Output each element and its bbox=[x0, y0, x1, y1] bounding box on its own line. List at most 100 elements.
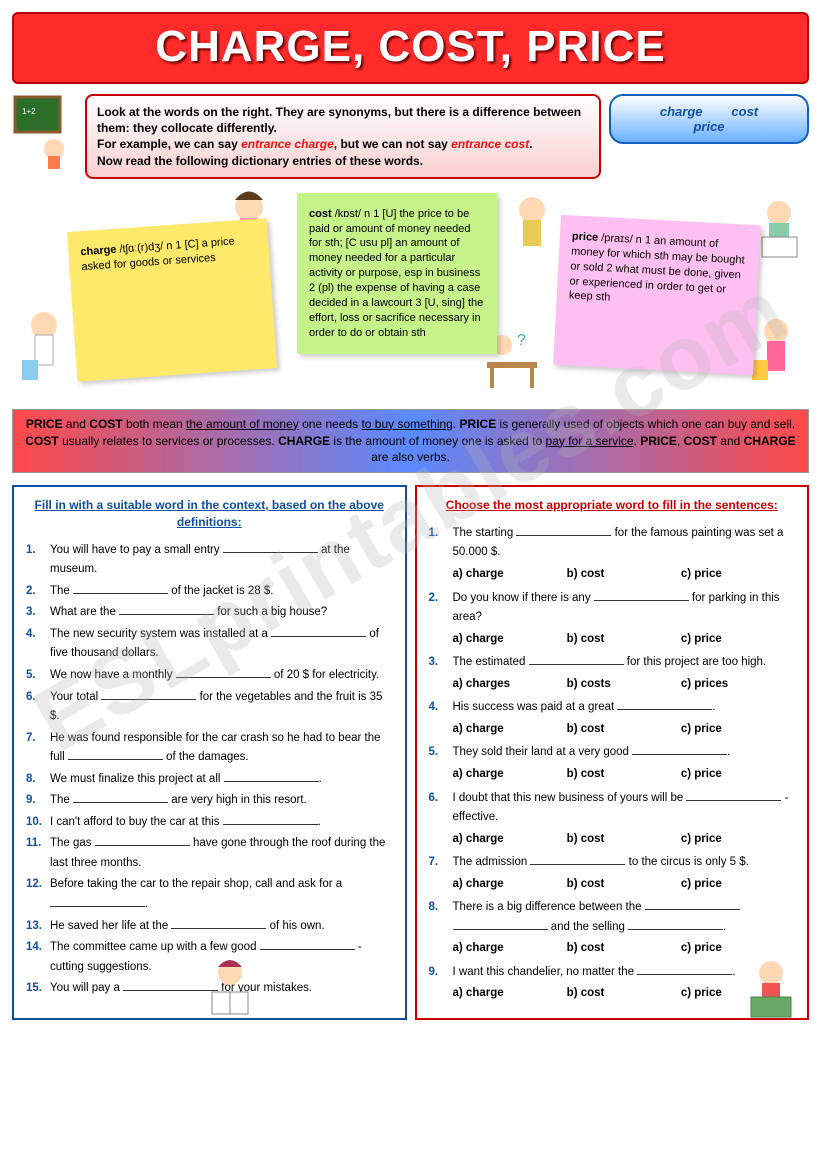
q-num: 13. bbox=[26, 917, 50, 937]
q-num: 3. bbox=[429, 653, 453, 673]
word-pill: charge cost price bbox=[609, 94, 809, 144]
intro-line3: Now read the following dictionary entrie… bbox=[97, 154, 423, 168]
intro-ex2: entrance cost bbox=[451, 137, 529, 151]
exercise-2: Choose the most appropriate word to fill… bbox=[415, 485, 810, 1020]
q-num: 2. bbox=[429, 589, 453, 628]
opt-a: a) charge bbox=[453, 939, 567, 959]
q-text: Your total for the vegetables and the fr… bbox=[50, 688, 393, 727]
ex1-item: 11.The gas have gone through the roof du… bbox=[26, 834, 393, 873]
summary-box: PRICE and COST both mean the amount of m… bbox=[12, 409, 809, 473]
ex1-item: 13.He saved her life at the of his own. bbox=[26, 917, 393, 937]
q-text: He was found responsible for the car cra… bbox=[50, 729, 393, 768]
ex1-item: 10.I can't afford to buy the car at this… bbox=[26, 813, 393, 833]
q-text: They sold their land at a very good . bbox=[453, 743, 796, 763]
q-text: His success was paid at a great . bbox=[453, 698, 796, 718]
sticky-price: price /praɪs/ n 1 an amount of money for… bbox=[553, 215, 761, 375]
sum-t7: COST bbox=[684, 434, 717, 448]
q-num: 5. bbox=[429, 743, 453, 763]
ex2-heading: Choose the most appropriate word to fill… bbox=[429, 497, 796, 514]
ex2-item: 2.Do you know if there is any for parkin… bbox=[429, 589, 796, 628]
opt-a: a) charges bbox=[453, 675, 567, 695]
opt-b: b) cost bbox=[567, 984, 681, 1004]
intro-line2a: For example, we can say bbox=[97, 137, 241, 151]
q-num: 4. bbox=[26, 625, 50, 664]
q-num: 1. bbox=[26, 541, 50, 580]
q-text: We now have a monthly of 20 $ for electr… bbox=[50, 666, 393, 686]
q-num: 4. bbox=[429, 698, 453, 718]
s2-phon: /kɒst/ n 1 bbox=[335, 208, 380, 220]
intro-line1: Look at the words on the right. They are… bbox=[97, 105, 581, 135]
q-text: The new security system was installed at… bbox=[50, 625, 393, 664]
q-text: We must finalize this project at all . bbox=[50, 770, 393, 790]
q-num: 3. bbox=[26, 603, 50, 623]
q-num: 11. bbox=[26, 834, 50, 873]
opt-a: a) charge bbox=[453, 765, 567, 785]
q-text: The estimated for this project are too h… bbox=[453, 653, 796, 673]
ex1-item: 12.Before taking the car to the repair s… bbox=[26, 875, 393, 914]
ex2-options: a) chargeb) costc) price bbox=[453, 939, 796, 959]
pill-w1: charge bbox=[660, 104, 703, 119]
s3-head: price bbox=[572, 230, 599, 243]
svg-text:?: ? bbox=[517, 332, 526, 349]
exercise-1: Fill in with a suitable word in the cont… bbox=[12, 485, 407, 1020]
opt-b: b) cost bbox=[567, 875, 681, 895]
svg-text:1+2: 1+2 bbox=[22, 107, 36, 116]
sum-t3: PRICE bbox=[460, 417, 497, 431]
opt-b: b) cost bbox=[567, 630, 681, 650]
sum-t6: PRICE bbox=[640, 434, 677, 448]
opt-a: a) charge bbox=[453, 630, 567, 650]
q-num: 9. bbox=[26, 791, 50, 811]
ex2-item: 1.The starting for the famous painting w… bbox=[429, 524, 796, 563]
ex2-item: 4.His success was paid at a great . bbox=[429, 698, 796, 718]
s2-body: [U] the price to be paid or amount of mo… bbox=[309, 208, 483, 339]
q-num: 5. bbox=[26, 666, 50, 686]
ex1-item: 1.You will have to pay a small entry at … bbox=[26, 541, 393, 580]
q-num: 2. bbox=[26, 582, 50, 602]
q-text: I can't afford to buy the car at this . bbox=[50, 813, 393, 833]
q-num: 6. bbox=[26, 688, 50, 727]
ex1-item: 6.Your total for the vegetables and the … bbox=[26, 688, 393, 727]
sum-t1: PRICE bbox=[26, 417, 63, 431]
q-text: The gas have gone through the roof durin… bbox=[50, 834, 393, 873]
q-text: I doubt that this new business of yours … bbox=[453, 789, 796, 828]
s3-phon: /praɪs/ n 1 bbox=[601, 232, 651, 247]
opt-b: b) cost bbox=[567, 830, 681, 850]
sum-u2: to buy something bbox=[361, 417, 452, 431]
kid-reader1-icon bbox=[200, 957, 260, 1022]
q-text: The are very high in this resort. bbox=[50, 791, 393, 811]
ex2-item: 7.The admission to the circus is only 5 … bbox=[429, 853, 796, 873]
opt-b: b) cost bbox=[567, 939, 681, 959]
intro-line2b: , but we can not say bbox=[334, 137, 451, 151]
opt-a: a) charge bbox=[453, 720, 567, 740]
page-title: CHARGE, COST, PRICE bbox=[12, 12, 809, 84]
ex2-options: a) chargesb) costsc) prices bbox=[453, 675, 796, 695]
ex2-item: 5.They sold their land at a very good . bbox=[429, 743, 796, 763]
sum-u1: the amount of money bbox=[186, 417, 299, 431]
q-num: 8. bbox=[26, 770, 50, 790]
ex2-item: 6.I doubt that this new business of your… bbox=[429, 789, 796, 828]
exercises-row: Fill in with a suitable word in the cont… bbox=[12, 485, 809, 1020]
kid-chalkboard-icon: 1+2 bbox=[12, 94, 77, 169]
sticky-charge: charge /tʃɑː(r)dʒ/ n 1 [C] a price asked… bbox=[67, 218, 277, 382]
q-num: 14. bbox=[26, 938, 50, 977]
pill-w2: cost bbox=[731, 104, 758, 119]
opt-a: a) charge bbox=[453, 830, 567, 850]
ex1-item: 5.We now have a monthly of 20 $ for elec… bbox=[26, 666, 393, 686]
ex2-options: a) chargeb) costc) price bbox=[453, 630, 796, 650]
sticky-notes-row: ? charge /tʃɑː(r)dʒ/ n 1 [C] a price ask… bbox=[12, 185, 809, 405]
ex2-item: 8.There is a big difference between the … bbox=[429, 898, 796, 937]
ex1-heading: Fill in with a suitable word in the cont… bbox=[26, 497, 393, 531]
ex1-item: 2.The of the jacket is 28 $. bbox=[26, 582, 393, 602]
opt-a: a) charge bbox=[453, 565, 567, 585]
kid-scientist-icon bbox=[17, 305, 72, 385]
ex1-item: 3.What are the for such a big house? bbox=[26, 603, 393, 623]
sum-s2: is generally used of objects which one c… bbox=[496, 417, 795, 431]
q-num: 6. bbox=[429, 789, 453, 828]
s1-phon: /tʃɑː(r)dʒ/ n 1 bbox=[119, 239, 182, 255]
q-text: Do you know if there is any for parking … bbox=[453, 589, 796, 628]
q-text: The of the jacket is 28 $. bbox=[50, 582, 393, 602]
opt-a: a) charge bbox=[453, 984, 567, 1004]
q-num: 7. bbox=[26, 729, 50, 768]
ex1-item: 4.The new security system was installed … bbox=[26, 625, 393, 664]
q-num: 7. bbox=[429, 853, 453, 873]
